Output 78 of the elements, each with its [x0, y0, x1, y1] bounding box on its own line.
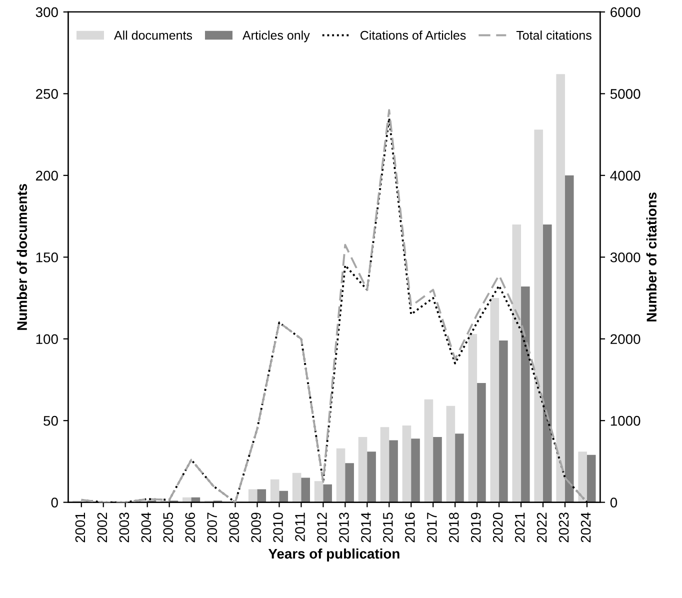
x-tick-label: 2002: [97, 512, 108, 542]
x-tick-label: 2004: [141, 512, 152, 542]
x-tick-label: 2014: [361, 512, 371, 542]
y-tick-label: 300: [36, 7, 58, 18]
bar: [521, 286, 530, 502]
bar: [358, 436, 368, 502]
legend-label: Citations of Articles: [360, 30, 466, 40]
bar: [446, 406, 456, 502]
bar: [477, 383, 486, 502]
bar: [314, 481, 324, 502]
bar: [279, 490, 288, 502]
x-tick-label: 2018: [448, 512, 459, 542]
bar: [490, 298, 500, 502]
bar: [389, 440, 398, 502]
x-tick-label: 2003: [119, 512, 130, 542]
bar: [336, 448, 346, 502]
bar: [468, 334, 478, 502]
bar: [586, 454, 596, 502]
y-tick-label: 150: [36, 252, 58, 262]
x-tick-label: 2012: [317, 512, 327, 542]
bar: [556, 74, 565, 502]
x-tick-label: 2017: [426, 512, 437, 542]
x-tick-label: 2008: [229, 512, 239, 542]
bar: [380, 427, 390, 502]
x-tick-label: 2006: [185, 512, 196, 542]
x-tick-label: 2010: [273, 512, 283, 542]
x-tick-label: 2009: [251, 512, 261, 542]
x-tick-label: 2023: [558, 512, 569, 542]
x-tick-label: 2016: [405, 512, 415, 542]
bar: [301, 478, 310, 502]
x-tick-label: 2024: [580, 512, 591, 542]
bar: [257, 489, 266, 502]
y-tick-label: 200: [36, 170, 58, 181]
y2-tick-label: 6000: [610, 7, 640, 18]
bar: [323, 484, 332, 502]
x-tick-label: 2001: [75, 512, 86, 542]
x-axis-title: Years of publication: [268, 548, 400, 562]
y2-axis-title: Number of citations: [646, 192, 657, 322]
y2-tick-label: 1000: [610, 416, 640, 426]
y2-tick-label: 4000: [610, 170, 640, 181]
y2-tick-label: 2000: [610, 334, 640, 344]
y2-tick-label: 5000: [610, 89, 640, 99]
legend-label: Articles only: [242, 30, 310, 42]
bar: [182, 497, 192, 502]
x-tick-label: 2021: [514, 512, 525, 542]
bar: [433, 436, 442, 502]
x-tick-label: 2007: [207, 512, 218, 542]
x-tick-label: 2019: [470, 512, 481, 542]
legend-label: All documents: [114, 30, 192, 40]
legend-label: Total citations: [516, 30, 592, 40]
y2-tick-label: 0: [610, 498, 618, 508]
bar: [411, 438, 420, 502]
bar: [455, 434, 464, 502]
bar: [292, 472, 302, 502]
x-tick-label: 2011: [295, 512, 305, 542]
bar: [534, 130, 544, 502]
bar: [345, 463, 354, 502]
y-tick-label: 0: [51, 498, 58, 508]
y2-tick-label: 3000: [610, 252, 640, 262]
bar: [578, 452, 587, 502]
y-axis-title: Number of documents: [16, 184, 28, 330]
bar: [248, 489, 258, 502]
bar: [424, 399, 434, 502]
bar: [270, 479, 280, 502]
bar: [543, 224, 552, 502]
x-tick-label: 2005: [163, 512, 174, 542]
x-tick-label: 2020: [492, 512, 503, 542]
bar: [512, 224, 522, 502]
bar: [402, 425, 412, 502]
bar: [564, 175, 574, 502]
bar: [499, 340, 508, 502]
y-tick-label: 100: [36, 334, 58, 344]
x-tick-label: 2015: [383, 512, 393, 542]
x-tick-label: 2022: [536, 512, 547, 542]
y-tick-label: 50: [44, 416, 58, 426]
x-tick-label: 2013: [339, 512, 349, 542]
y-tick-label: 250: [36, 89, 58, 99]
bar: [367, 452, 376, 502]
